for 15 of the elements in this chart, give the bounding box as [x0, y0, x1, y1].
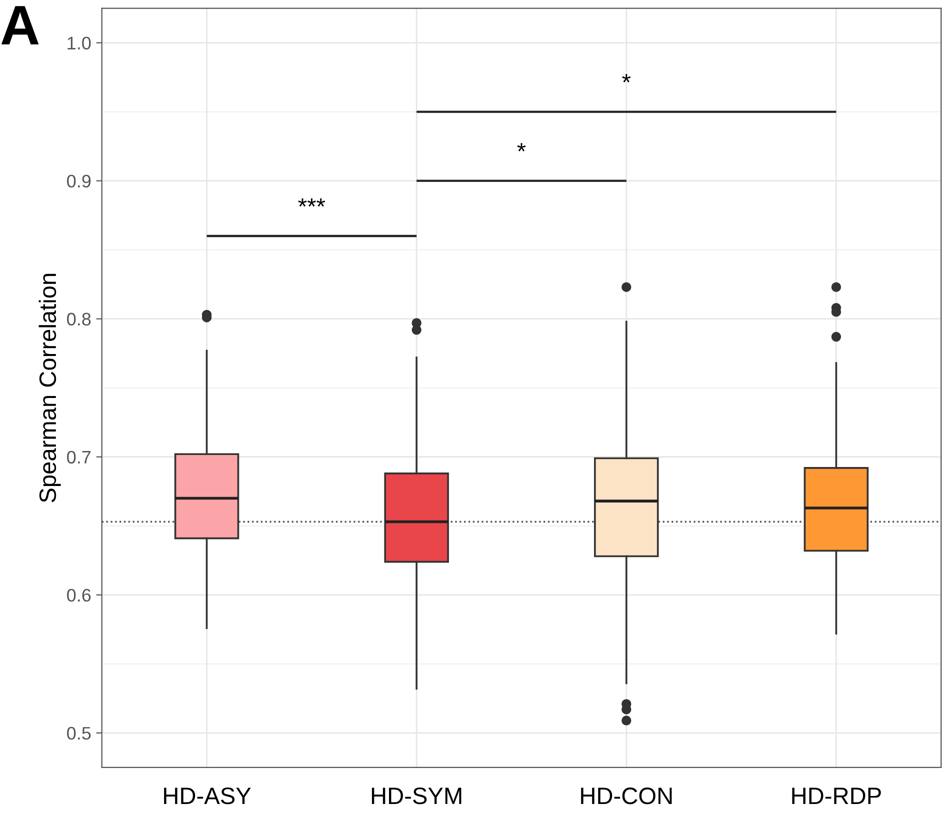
text: A — [1, 6, 39, 44]
annotation: * — [622, 74, 631, 82]
x-tick-label: HD-ASY — [164, 788, 251, 804]
y-tick-label: 0.9 — [67, 174, 91, 188]
annotation: *** — [298, 198, 326, 207]
y-axis-title: Spearman Correlation — [38, 274, 61, 502]
y-tick-label: 0.6 — [67, 588, 91, 602]
y-tick-label: 0.5 — [67, 726, 91, 740]
y-tick-label: 0.7 — [67, 450, 91, 464]
x-tick-label: HD-SYM — [372, 788, 462, 804]
y-tick-label: 1.0 — [68, 36, 91, 50]
x-tick-label: HD-RDP — [792, 788, 881, 804]
y-tick-label: 0.8 — [67, 312, 91, 326]
annotation: * — [517, 143, 526, 152]
x-tick-label: HD-CON — [581, 788, 672, 804]
